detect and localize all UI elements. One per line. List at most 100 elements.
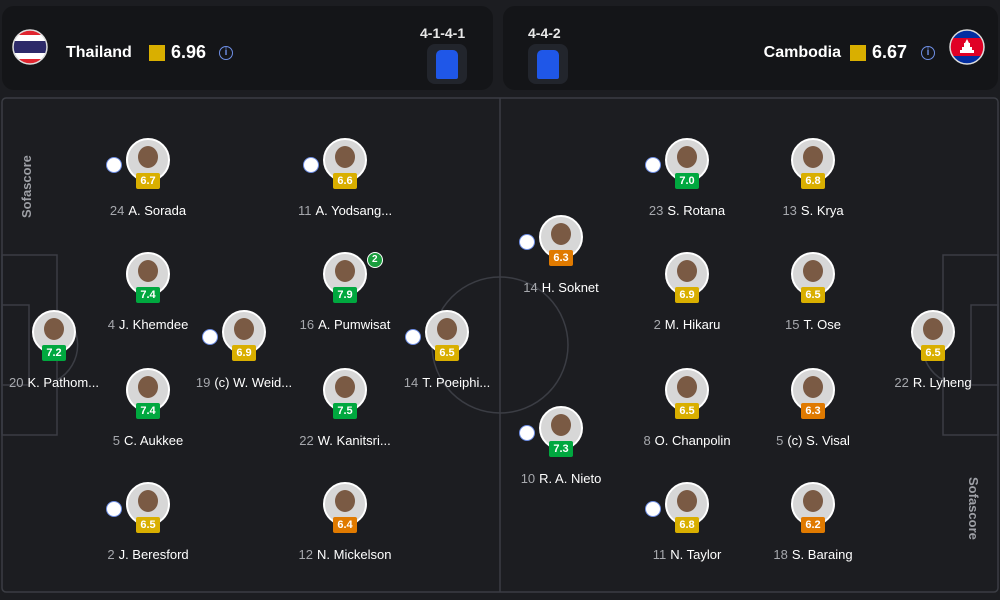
- player-label: 13 S. Krya: [753, 203, 873, 218]
- player[interactable]: 6.6 11 A. Yodsang...: [285, 138, 405, 218]
- player-number: 2: [653, 317, 661, 332]
- player-rating: 6.6: [333, 173, 357, 189]
- player[interactable]: 6.4 12 N. Mickelson: [285, 482, 405, 562]
- player-rating: 6.3: [801, 403, 825, 419]
- player-label: 18 S. Baraing: [753, 547, 873, 562]
- player-name: T. Ose: [803, 317, 842, 332]
- rating-icon: [149, 45, 165, 61]
- player-name: J. Khemdee: [118, 317, 189, 332]
- player[interactable]: 7.2 20 K. Pathom...: [0, 310, 114, 390]
- player-rating: 6.5: [136, 517, 160, 533]
- player[interactable]: 6.5 22 R. Lyheng: [873, 310, 993, 390]
- substitution-icon: [645, 157, 661, 173]
- player-name: O. Chanpolin: [654, 433, 731, 448]
- substitution-icon: [519, 425, 535, 441]
- player-label: 16 A. Pumwisat: [285, 317, 405, 332]
- player-avatar: [425, 310, 469, 354]
- player[interactable]: 6.3 5 (c) S. Visal: [753, 368, 873, 448]
- away-flag: [949, 29, 985, 65]
- goal-badge: 2: [367, 252, 383, 268]
- player-rating: 6.5: [435, 345, 459, 361]
- player-number: 8: [643, 433, 651, 448]
- home-flag: [12, 29, 48, 65]
- home-header: Thailand 6.96 i 4-1-4-1: [2, 6, 493, 90]
- player[interactable]: 7.0 23 S. Rotana: [627, 138, 747, 218]
- player-label: 15 T. Ose: [753, 317, 873, 332]
- player-name: S. Rotana: [667, 203, 726, 218]
- substitution-icon: [106, 501, 122, 517]
- team-name: Thailand: [66, 44, 132, 61]
- player-number: 2: [107, 547, 115, 562]
- player-number: 19: [195, 375, 211, 390]
- player-avatar: [126, 252, 170, 296]
- player-label: 10 R. A. Nieto: [501, 471, 621, 486]
- player-number: 18: [773, 547, 788, 562]
- player[interactable]: 6.3 14 H. Soknet: [501, 215, 621, 295]
- player-number: 14: [523, 280, 538, 295]
- player[interactable]: 6.5 14 T. Poeiphi...: [387, 310, 507, 390]
- player-rating: 7.3: [549, 441, 573, 457]
- player-number: 23: [648, 203, 664, 218]
- player-number: 11: [652, 547, 667, 562]
- player[interactable]: 7.4 4 J. Khemdee: [88, 252, 208, 332]
- player-label: 11 A. Yodsang...: [285, 203, 405, 218]
- player[interactable]: 6.5 8 O. Chanpolin: [627, 368, 747, 448]
- substitution-icon: [106, 157, 122, 173]
- rating-icon: [850, 45, 866, 61]
- player-number: 15: [784, 317, 800, 332]
- player-label: 4 J. Khemdee: [88, 317, 208, 332]
- player-number: 12: [298, 547, 314, 562]
- player-label: 14 H. Soknet: [501, 280, 621, 295]
- player-label: 22 R. Lyheng: [873, 375, 993, 390]
- player-rating: 7.4: [136, 287, 160, 303]
- info-icon[interactable]: i: [921, 46, 935, 60]
- player-label: 20 K. Pathom...: [0, 375, 114, 390]
- player-label: 5 C. Aukkee: [88, 433, 208, 448]
- player[interactable]: 6.5 15 T. Ose: [753, 252, 873, 332]
- player-name: N. Taylor: [670, 547, 722, 562]
- player-label: 22 W. Kanitsri...: [285, 433, 405, 448]
- player[interactable]: 7.4 5 C. Aukkee: [88, 368, 208, 448]
- player[interactable]: 6.7 24 A. Sorada: [88, 138, 208, 218]
- player-rating: 6.5: [675, 403, 699, 419]
- player-rating: 7.2: [42, 345, 66, 361]
- player[interactable]: 6.2 18 S. Baraing: [753, 482, 873, 562]
- player-number: 13: [782, 203, 797, 218]
- player-name: (c) W. Weid...: [214, 375, 293, 390]
- player[interactable]: 6.8 13 S. Krya: [753, 138, 873, 218]
- player-name: S. Krya: [800, 203, 844, 218]
- player[interactable]: 6.9 19 (c) W. Weid...: [184, 310, 304, 390]
- player[interactable]: 6.8 11 N. Taylor: [627, 482, 747, 562]
- player-label: 8 O. Chanpolin: [627, 433, 747, 448]
- team-name: Cambodia: [763, 44, 841, 61]
- player-avatar: [126, 368, 170, 412]
- info-icon[interactable]: i: [219, 46, 233, 60]
- player-rating: 6.9: [675, 287, 699, 303]
- player-rating: 7.9: [333, 287, 357, 303]
- player-label: 5 (c) S. Visal: [753, 433, 873, 448]
- player-number: 5: [112, 433, 120, 448]
- jersey: [528, 44, 568, 84]
- player-label: 2 M. Hikaru: [627, 317, 747, 332]
- player-name: R. A. Nieto: [539, 471, 602, 486]
- player-rating: 6.5: [801, 287, 825, 303]
- player[interactable]: 6.5 2 J. Beresford: [88, 482, 208, 562]
- player-label: 19 (c) W. Weid...: [184, 375, 304, 390]
- player-label: 11 N. Taylor: [627, 547, 747, 562]
- player-name: A. Sorada: [128, 203, 187, 218]
- watermark: Sofascore: [19, 155, 34, 218]
- substitution-icon: [405, 329, 421, 345]
- player-name: T. Poeiphi...: [422, 375, 491, 390]
- player-name: (c) S. Visal: [787, 433, 850, 448]
- player-rating: 6.8: [675, 517, 699, 533]
- player[interactable]: 6.9 2 M. Hikaru: [627, 252, 747, 332]
- player[interactable]: 7.3 10 R. A. Nieto: [501, 406, 621, 486]
- player-name: N. Mickelson: [317, 547, 392, 562]
- player[interactable]: 7.9 16 A. Pumwisat 2: [285, 252, 405, 332]
- player-rating: 7.5: [333, 403, 357, 419]
- formation: 4-1-4-1: [420, 25, 466, 41]
- player-number: 5: [776, 433, 784, 448]
- player-avatar: [323, 482, 367, 526]
- player-rating: 6.8: [801, 173, 825, 189]
- player[interactable]: 7.5 22 W. Kanitsri...: [285, 368, 405, 448]
